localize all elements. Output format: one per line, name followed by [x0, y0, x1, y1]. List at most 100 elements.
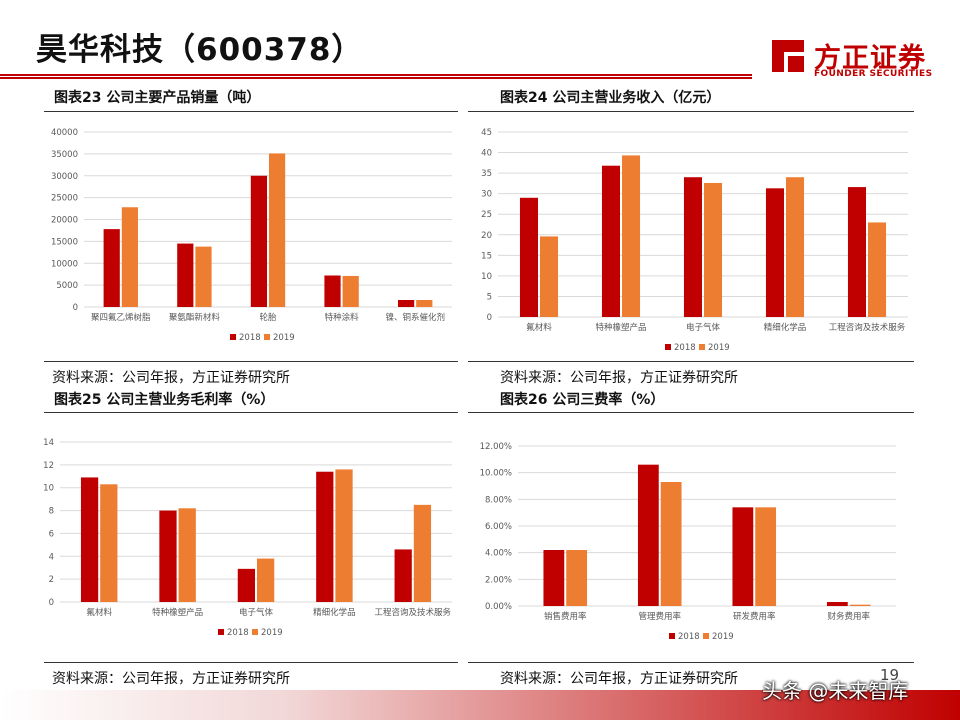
header-rule — [0, 74, 752, 79]
figure-26-bottom-rule — [468, 662, 914, 663]
legend-label: 2018 — [227, 628, 249, 638]
bar-2019 — [540, 236, 559, 317]
bar-2018 — [543, 550, 565, 606]
legend-label: 2019 — [712, 632, 734, 642]
legend-label: 2018 — [674, 343, 696, 353]
x-category-label: 研发费用率 — [733, 611, 776, 622]
x-category-label: 电子气体 — [686, 322, 721, 333]
bar-2019 — [416, 300, 433, 307]
legend-swatch-2019 — [252, 629, 258, 635]
founder-logo: 方正证券 FOUNDER SECURITIES — [768, 36, 938, 82]
y-tick-label: 10 — [481, 272, 492, 282]
figure-25-source: 资料来源：公司年报，方正证券研究所 — [52, 671, 290, 687]
y-tick-label: 25000 — [51, 194, 78, 204]
y-tick-label: 0 — [487, 313, 492, 323]
bar-2018 — [80, 477, 99, 602]
legend-swatch-2019 — [703, 633, 709, 639]
figure-26-top-rule — [468, 412, 914, 413]
y-tick-label: 8 — [49, 507, 54, 517]
x-category-label: 特种涂料 — [325, 312, 360, 323]
bar-2018 — [519, 197, 538, 317]
figure-24-title: 图表24 公司主营业务收入（亿元） — [500, 90, 721, 106]
x-category-label: 精细化学品 — [313, 607, 356, 618]
bar-2019 — [195, 246, 212, 307]
legend-label: 2018 — [678, 632, 700, 642]
founder-logo-icon — [772, 40, 804, 72]
bar-2019 — [849, 604, 871, 606]
legend-label: 2019 — [708, 343, 730, 353]
x-category-label: 特种橡塑产品 — [595, 322, 646, 333]
footer-bar — [0, 690, 960, 720]
y-tick-label: 10000 — [51, 259, 78, 269]
x-category-label: 氟材料 — [526, 322, 552, 333]
y-tick-label: 25 — [481, 210, 492, 220]
bar-2018 — [683, 177, 702, 317]
figure-25-bottom-rule — [44, 662, 458, 663]
bar-2019 — [335, 469, 353, 602]
x-category-label: 财务费用率 — [827, 611, 870, 622]
bar-2018 — [398, 300, 415, 307]
bar-2018 — [765, 188, 784, 317]
bar-2019 — [868, 222, 887, 317]
y-tick-label: 4 — [49, 552, 54, 562]
x-category-label: 氟材料 — [86, 607, 112, 618]
bar-2018 — [250, 175, 267, 307]
y-tick-label: 0.00% — [485, 602, 512, 612]
legend-label: 2018 — [239, 333, 261, 343]
bar-2019 — [755, 507, 777, 606]
bar-2018 — [732, 507, 754, 606]
bar-2018 — [177, 243, 194, 307]
y-tick-label: 4.00% — [485, 549, 512, 559]
bar-2018 — [316, 471, 334, 602]
y-tick-label: 30000 — [51, 172, 78, 182]
figure-24-top-rule — [468, 111, 914, 112]
y-tick-label: 6.00% — [485, 522, 512, 532]
y-tick-label: 35000 — [51, 150, 78, 160]
y-tick-label: 15000 — [51, 237, 78, 247]
bar-2018 — [601, 165, 620, 317]
legend-swatch-2018 — [669, 633, 675, 639]
x-category-label: 销售费用率 — [544, 611, 587, 622]
bar-chart-svg: 0.00% 2.00% 4.00% 6.00% 8.00% 10.00% 12.00% 销售费… — [480, 442, 896, 642]
page-title: 昊华科技（600378） — [36, 32, 364, 68]
bar-2019 — [622, 155, 641, 317]
bar-2019 — [178, 508, 196, 602]
figure-26-source: 资料来源：公司年报，方正证券研究所 — [500, 671, 738, 687]
legend-label: 2019 — [261, 628, 283, 638]
bar-2019 — [566, 550, 588, 606]
y-tick-label: 20000 — [51, 216, 78, 226]
figure-23-top-rule — [44, 111, 458, 112]
page-number: 19 — [880, 666, 900, 684]
y-tick-label: 40000 — [51, 128, 78, 138]
bar-2019 — [121, 207, 138, 307]
x-category-label: 聚四氟乙烯树脂 — [91, 312, 151, 323]
x-category-label: 轮胎 — [259, 312, 277, 323]
y-tick-label: 30 — [481, 190, 492, 200]
y-tick-label: 12 — [43, 461, 54, 471]
bar-2018 — [159, 510, 177, 602]
y-tick-label: 15 — [481, 251, 492, 261]
bar-2019 — [100, 484, 118, 602]
figure-24-chart: 0 5 10 15 20 25 30 35 40 45 氟材料 特种橡塑产品 电子气体 精细化学品 工程咨询… — [468, 120, 920, 360]
y-tick-label: 10.00% — [480, 469, 512, 479]
figure-25-top-rule — [44, 412, 458, 413]
y-tick-label: 0 — [73, 303, 78, 313]
figure-25-title: 图表25 公司主营业务毛利率（%） — [54, 392, 275, 408]
y-tick-label: 20 — [481, 231, 492, 241]
x-category-label: 电子气体 — [239, 607, 274, 618]
bar-2018 — [394, 549, 412, 602]
bar-2018 — [637, 464, 659, 606]
y-tick-label: 10 — [43, 484, 54, 494]
logo-text-cn: 方正证券 — [814, 43, 926, 74]
legend-swatch-2019 — [699, 344, 705, 350]
y-tick-label: 12.00% — [480, 442, 512, 452]
bar-2019 — [269, 153, 286, 307]
bar-2019 — [660, 482, 682, 606]
bar-2019 — [342, 275, 359, 307]
figure-24-source: 资料来源：公司年报，方正证券研究所 — [500, 370, 738, 386]
bar-chart-svg: 0 2 4 6 8 10 12 14 氟材料 特种橡塑产品 电子气体 精细化学品 工程咨询及技术服务 20… — [43, 438, 452, 638]
bar-2018 — [826, 602, 848, 606]
legend-swatch-2018 — [218, 629, 224, 635]
bar-2019 — [704, 182, 723, 317]
y-tick-label: 8.00% — [485, 495, 512, 505]
